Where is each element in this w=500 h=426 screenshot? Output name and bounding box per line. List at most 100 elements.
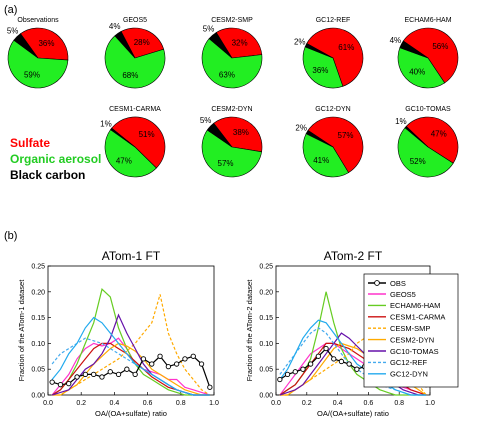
- pie-slice-black-carbon: [404, 125, 429, 148]
- y-tick-label: 0.25: [31, 264, 45, 271]
- pie-label-sulfate: 56%: [432, 42, 448, 51]
- y-tick-label: 0.10: [259, 341, 273, 348]
- pie-slice-black-carbon: [399, 40, 429, 59]
- pie-title: GC10-TOMAS: [405, 106, 451, 113]
- pie-title: Observations: [17, 17, 59, 24]
- pie-label-sulfate: 47%: [431, 129, 447, 138]
- pie-label-organic-aerosol: 68%: [122, 71, 138, 80]
- legend-label: ECHAM6-HAM: [390, 301, 440, 310]
- pie-label-organic-aerosol: 47%: [116, 156, 132, 165]
- obs-point: [82, 371, 89, 378]
- series-line-cesm2-dyn: [52, 342, 210, 396]
- pie-label-black-carbon: 1%: [100, 119, 112, 128]
- pie-slice-organic-aerosol: [104, 35, 166, 89]
- pie-gc10-tomas: GC10-TOMAS 47% 52% 1%: [395, 106, 459, 178]
- legend-label: GC10-TOMAS: [390, 347, 439, 356]
- series-line-gc10-tomas: [279, 332, 427, 396]
- x-tick-label: 0.2: [76, 400, 86, 407]
- obs-point: [307, 361, 314, 367]
- legend-entry-echam6-ham: ECHAM6-HAM: [368, 301, 440, 310]
- pie-slice-black-carbon: [304, 43, 334, 59]
- x-tick-label: 0.6: [364, 400, 374, 407]
- pie-title: ECHAM6-HAM: [404, 17, 451, 24]
- legend-entry-obs: OBS: [368, 279, 406, 288]
- legend-entry-geos5: GEOS5: [368, 290, 416, 299]
- legend-sulfate: Sulfate: [10, 136, 50, 150]
- pie-label-sulfate: 61%: [338, 43, 354, 52]
- x-tick-label: 0.8: [176, 400, 186, 407]
- obs-point: [66, 380, 72, 387]
- legend-entry-gc10-tomas: GC10-TOMAS: [368, 347, 439, 356]
- pie-title: GC12-REF: [316, 17, 351, 24]
- pie-charts-panel: Observations 36% 59% 5% GEOS5 28% 68% 4% CESM2-S…: [7, 17, 459, 178]
- obs-point: [107, 369, 113, 375]
- obs-point: [292, 369, 298, 375]
- x-tick-label: 0.0: [43, 400, 53, 407]
- plot-title: ATom-2 FT: [324, 249, 383, 263]
- pie-slice-black-carbon: [114, 31, 136, 59]
- x-tick-label: 0.4: [110, 400, 120, 407]
- pie-label-sulfate: 51%: [139, 130, 155, 139]
- obs-point: [49, 379, 55, 385]
- obs-point: [149, 361, 155, 367]
- pie-label-sulfate: 57%: [338, 131, 354, 140]
- legend-label: GC12-DYN: [390, 370, 428, 379]
- x-tick-label: 0.6: [143, 400, 153, 407]
- obs-point: [338, 358, 345, 365]
- pie-slice-black-carbon: [208, 32, 233, 59]
- series-line-gc12-dyn: [51, 316, 210, 396]
- pie-slice-sulfate: [402, 27, 459, 84]
- pie-slice-organic-aerosol: [397, 47, 446, 89]
- pie-title: CESM2-DYN: [211, 106, 252, 113]
- legend-label: GEOS5: [390, 290, 416, 299]
- obs-point: [190, 353, 196, 359]
- legend-entry-gc12-dyn: GC12-DYN: [368, 370, 428, 379]
- y-axis-label: Fraction of the ATom-1 dataset: [17, 279, 26, 381]
- obs-point: [140, 356, 147, 362]
- pie-slice-organic-aerosol: [302, 133, 349, 178]
- pie-cesm2-dyn: CESM2-DYN 38% 57% 5%: [200, 106, 263, 178]
- x-tick-label: 1.0: [209, 400, 219, 407]
- pie-label-sulfate: 38%: [233, 128, 249, 137]
- pie-echam6-ham: ECHAM6-HAM 56% 40% 4%: [390, 17, 459, 89]
- panel-label-b: (b): [4, 230, 17, 242]
- series-line-gc12-ref: [279, 327, 427, 396]
- x-tick-label: 0.2: [302, 400, 312, 407]
- pie-label-black-carbon: 5%: [203, 24, 215, 33]
- obs-point: [99, 374, 105, 380]
- pie-label-sulfate: 32%: [232, 38, 248, 47]
- pie-label-organic-aerosol: 59%: [24, 70, 40, 79]
- pie-slice-black-carbon: [206, 122, 233, 148]
- pie-slice-organic-aerosol: [397, 127, 454, 178]
- pie-label-organic-aerosol: 40%: [409, 68, 425, 77]
- x-axis-label: OA/(OA+sulfate) ratio: [317, 409, 389, 418]
- legend-entry-cesm1-carma: CESM1-CARMA: [368, 313, 445, 322]
- pie-label-sulfate: 36%: [38, 39, 54, 48]
- obs-point: [115, 371, 122, 378]
- pie-slice-organic-aerosol: [201, 129, 262, 178]
- line-chart-atom1: 0.0 0.2 0.4 0.6 0.8 1.0 0.00 0.05 0.10 0.15 0.20 0.…: [17, 249, 219, 418]
- obs-point: [315, 353, 321, 359]
- pie-slice-sulfate: [405, 116, 459, 164]
- pie-title: CESM1-CARMA: [109, 106, 161, 113]
- legend-label: CESM1-CARMA: [390, 313, 445, 322]
- y-axis-label: Fraction of the ATom-2 dataset: [245, 279, 254, 381]
- pie-slice-sulfate: [20, 27, 69, 61]
- obs-point: [173, 361, 180, 367]
- x-tick-label: 0.0: [271, 400, 281, 407]
- series-line-gc12-dyn: [279, 319, 427, 396]
- pie-slice-black-carbon: [110, 127, 136, 148]
- pie-label-black-carbon: 2%: [295, 124, 307, 133]
- legend-label: OBS: [390, 279, 406, 288]
- obs-point: [323, 345, 329, 352]
- obs-point: [91, 371, 97, 378]
- legend-marker: [374, 280, 380, 286]
- x-tick-label: 0.8: [394, 400, 404, 407]
- pie-title: GEOS5: [123, 17, 147, 24]
- pie-gc12-dyn: GC12-DYN 57% 41% 2%: [295, 106, 364, 178]
- pie-slice-sulfate: [306, 27, 364, 87]
- y-tick-label: 0.00: [259, 393, 273, 400]
- obs-point: [124, 366, 130, 372]
- pie-slice-sulfate: [120, 27, 165, 59]
